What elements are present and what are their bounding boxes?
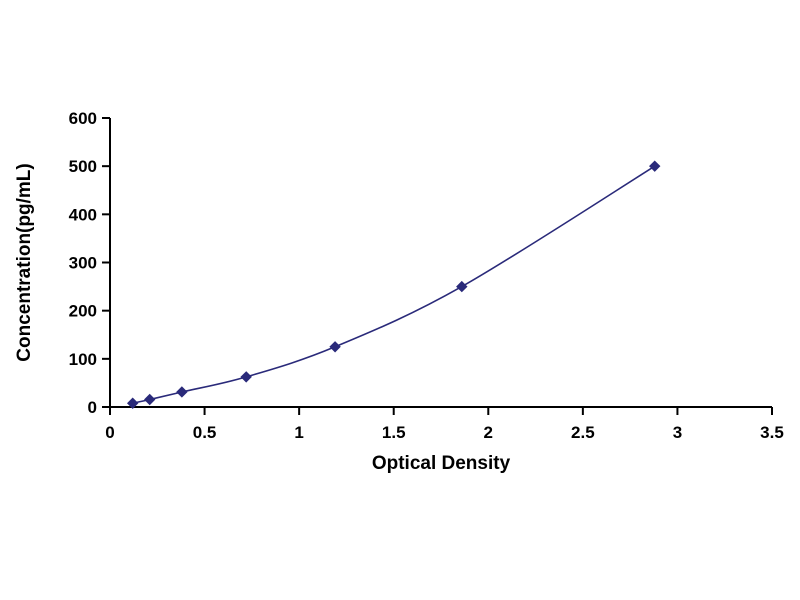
data-point-marker bbox=[329, 341, 341, 353]
x-tick-label: 1 bbox=[294, 423, 303, 442]
y-tick-label: 0 bbox=[88, 398, 97, 417]
x-tick-label: 0.5 bbox=[193, 423, 217, 442]
data-point-marker bbox=[649, 160, 661, 172]
x-tick-label: 3 bbox=[673, 423, 682, 442]
x-axis-title: Optical Density bbox=[372, 453, 511, 474]
data-point-marker bbox=[144, 393, 156, 406]
x-tick-label: 2.5 bbox=[571, 423, 595, 442]
data-point-marker bbox=[176, 386, 188, 398]
data-point-marker bbox=[126, 397, 139, 409]
y-axis-title: Concentration(pg/mL) bbox=[14, 163, 35, 361]
y-tick-label: 500 bbox=[69, 157, 97, 176]
y-tick-label: 400 bbox=[69, 205, 97, 224]
x-tick-label: 2 bbox=[484, 423, 493, 442]
curve-line bbox=[132, 165, 656, 405]
data-point-marker bbox=[240, 371, 252, 383]
x-tick-label: 3.5 bbox=[760, 423, 784, 442]
y-tick-label: 300 bbox=[69, 254, 97, 273]
data-point-marker bbox=[456, 280, 468, 293]
y-tick-label: 100 bbox=[69, 350, 97, 369]
x-tick-label: 1.5 bbox=[382, 423, 406, 442]
x-tick-label: 0 bbox=[105, 423, 114, 442]
y-tick-label: 600 bbox=[69, 109, 97, 128]
y-tick-label: 200 bbox=[69, 302, 97, 321]
